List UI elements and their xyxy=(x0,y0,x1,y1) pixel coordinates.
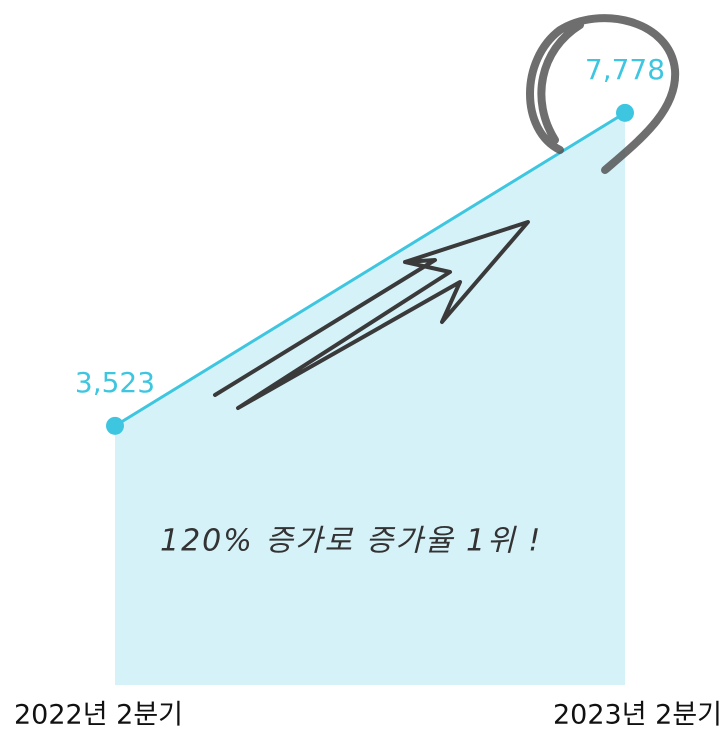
annotation: 120% 증가로 증가율 1위 ! xyxy=(160,524,542,559)
plot-area: 3,523 7,778 xyxy=(75,53,665,685)
value-label: 3,523 xyxy=(75,366,155,399)
x-tick-label: 2022년 2분기 xyxy=(14,700,183,731)
value-label: 7,778 xyxy=(585,53,665,86)
x-tick-label: 2023년 2분기 xyxy=(553,700,722,731)
point xyxy=(106,417,124,435)
chart: 3,523 7,778 120% 증가로 증가율 1위 ! 2022년 2분기 2… xyxy=(0,0,727,733)
point xyxy=(616,104,634,122)
area xyxy=(115,113,625,685)
